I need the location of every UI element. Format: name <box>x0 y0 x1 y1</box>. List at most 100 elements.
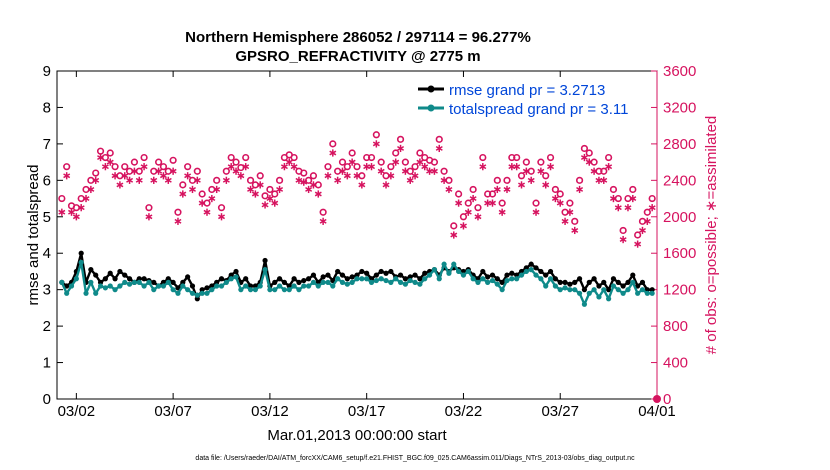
x-tick-label: 03/02 <box>58 403 96 420</box>
assimilated-obs-point <box>193 176 201 184</box>
totalspread-point <box>615 287 621 293</box>
rmse-point <box>547 268 554 275</box>
totalspread-point <box>272 287 278 293</box>
possible-obs-point <box>271 190 279 198</box>
y2-tick-label: 1200 <box>663 282 696 299</box>
totalspread-point <box>170 287 176 293</box>
totalspread-point <box>388 279 394 285</box>
assimilated-obs-point <box>493 185 501 194</box>
totalspread-point <box>199 290 205 296</box>
assimilated-obs-point <box>445 185 453 194</box>
assimilated-obs-point <box>561 217 569 225</box>
rmse-point <box>639 279 646 285</box>
possible-obs-point <box>542 172 550 180</box>
possible-obs-point <box>174 208 182 216</box>
totalspread-point <box>451 261 457 267</box>
totalspread-point <box>402 281 408 287</box>
possible-obs-point <box>406 167 414 175</box>
possible-obs-point <box>566 199 574 207</box>
possible-obs-point <box>222 167 230 175</box>
possible-obs-point <box>116 172 124 180</box>
totalspread-point <box>160 283 167 289</box>
totalspread-point <box>630 279 636 285</box>
assimilated-obs-point <box>276 185 284 194</box>
rmse-point <box>649 287 655 293</box>
assimilated-obs-point <box>406 176 414 184</box>
rmse-point <box>596 283 602 289</box>
rmse-point <box>349 274 355 280</box>
assimilated-obs-point <box>87 185 95 194</box>
totalspread-point <box>180 283 186 289</box>
possible-obs-point <box>290 153 298 162</box>
possible-obs-point <box>411 163 419 171</box>
rmse-point <box>373 272 379 278</box>
totalspread-point <box>233 274 239 280</box>
possible-obs-point <box>217 204 226 212</box>
y-tick-label: 0 <box>43 391 51 408</box>
totalspread-point <box>301 283 307 289</box>
y-tick-label: 1 <box>43 355 51 372</box>
assimilated-obs-point <box>343 172 351 180</box>
assimilated-obs-point <box>474 213 482 221</box>
totalspread-point <box>470 276 476 282</box>
rmse-point <box>78 250 84 256</box>
assimilated-obs-point <box>638 226 646 235</box>
assimilated-obs-point <box>464 208 472 216</box>
totalspread-point <box>218 283 225 289</box>
totalspread-point <box>354 276 360 282</box>
assimilated-obs-point <box>551 194 559 203</box>
assimilated-obs-point <box>77 204 85 212</box>
totalspread-point <box>412 279 418 285</box>
assimilated-obs-point <box>179 190 187 198</box>
rmse-point <box>170 279 176 285</box>
possible-obs-point <box>517 172 526 180</box>
plot-frame <box>56 70 658 400</box>
totalspread-point <box>489 277 496 284</box>
y-tick-label: 8 <box>43 99 51 116</box>
possible-obs-point <box>522 158 530 166</box>
totalspread-point <box>276 283 283 289</box>
totalspread-point <box>591 287 597 293</box>
chart-title: Northern Hemisphere 286052 / 297114 = 96… <box>185 29 531 46</box>
assimilated-obs-point <box>450 231 458 239</box>
totalspread-point <box>88 279 94 285</box>
rmse-point <box>504 272 510 278</box>
assimilated-obs-point <box>121 172 129 180</box>
possible-obs-point <box>242 153 250 162</box>
assimilated-obs-point <box>387 172 395 180</box>
possible-obs-point <box>169 156 177 164</box>
rmse-point <box>354 272 360 278</box>
assimilated-obs-point <box>261 201 269 209</box>
rmse-point <box>567 281 573 287</box>
totalspread-point <box>281 287 288 293</box>
rmse-point <box>576 276 583 282</box>
rmse-point <box>276 276 283 282</box>
rmse-point <box>233 268 239 275</box>
assimilated-obs-point <box>256 181 264 189</box>
y2-tick-label: 800 <box>663 318 688 335</box>
possible-obs-point <box>155 158 163 166</box>
possible-obs-point <box>537 158 545 166</box>
possible-obs-point <box>619 226 627 235</box>
y-tick-label: 4 <box>43 245 51 262</box>
rmse-point <box>562 279 568 285</box>
totalspread-point <box>407 277 413 284</box>
totalspread-point <box>146 279 152 285</box>
totalspread-point <box>504 277 510 284</box>
assimilated-obs-point <box>377 167 385 175</box>
rmse-point <box>165 276 171 282</box>
totalspread-point <box>383 277 389 284</box>
rmse-point <box>557 279 563 285</box>
rmse-point <box>402 276 408 282</box>
chart-subtitle: GPSRO_REFRACTIVITY @ 2775 m <box>235 48 480 65</box>
possible-obs-point <box>106 149 114 157</box>
assimilated-obs-point <box>566 208 574 216</box>
rmse-point <box>422 270 428 276</box>
totalspread-point <box>83 290 89 296</box>
y-tick-label: 7 <box>43 136 51 153</box>
possible-obs-point <box>198 190 206 198</box>
rmse-point <box>102 276 108 282</box>
rmse-point <box>175 285 181 291</box>
rmse-point <box>301 277 307 284</box>
assimilated-obs-point <box>392 158 400 166</box>
